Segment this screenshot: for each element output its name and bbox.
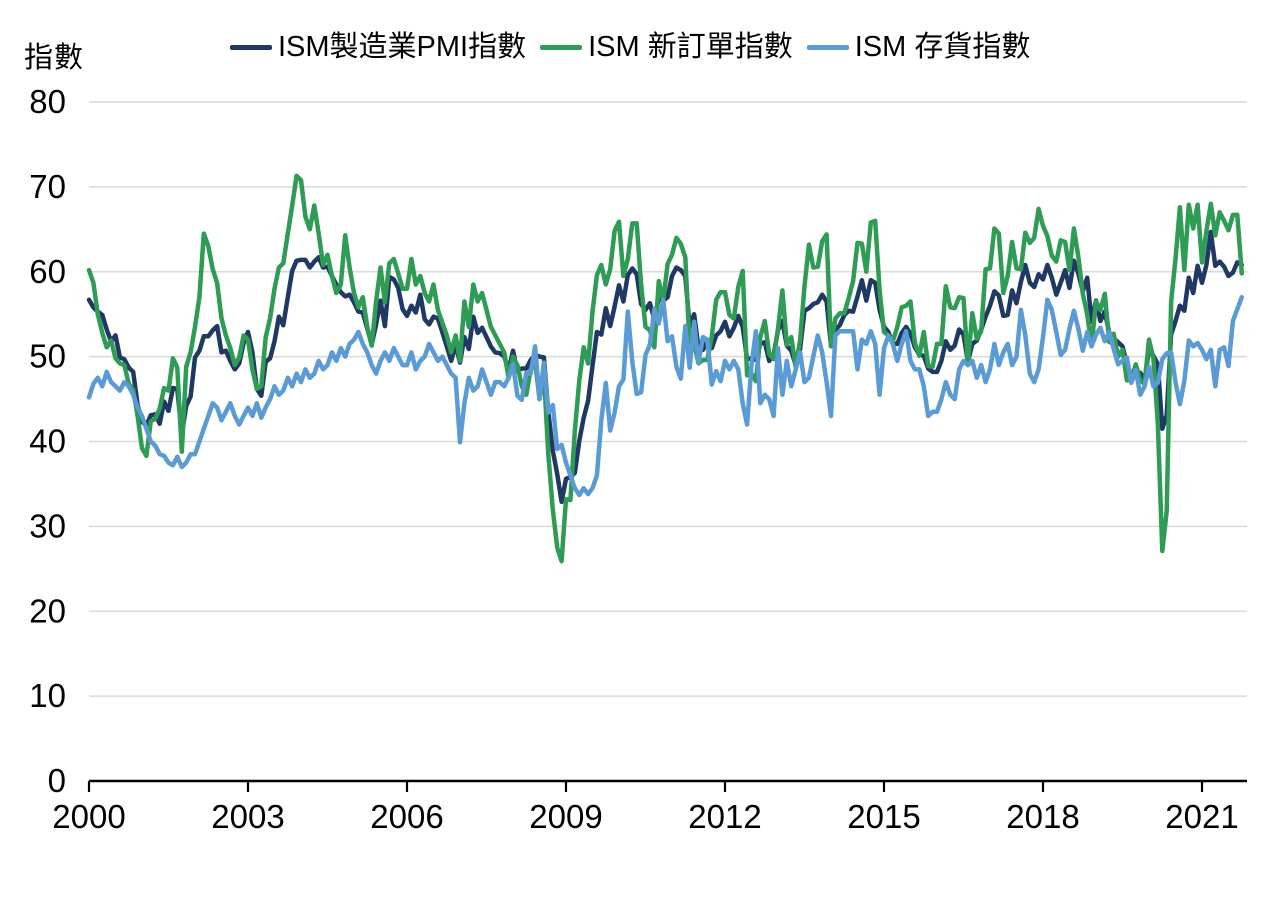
legend-item-inventories: ISM 存貨指數 xyxy=(806,30,1031,64)
series-line-2 xyxy=(86,294,1245,498)
x-tick-label-2003: 2003 xyxy=(211,798,284,835)
y-tick-label-30: 30 xyxy=(29,507,66,544)
legend-swatch-inventories-icon xyxy=(806,44,849,50)
y-tick-label-20: 20 xyxy=(29,592,66,629)
legend-swatch-new-orders-icon xyxy=(540,44,583,50)
x-tick-label-2012: 2012 xyxy=(688,798,761,835)
legend: ISM製造業PMI指數 ISM 新訂單指數 ISM 存貨指數 xyxy=(230,30,1030,64)
y-tick-label-0: 0 xyxy=(48,762,66,799)
x-tick-label-2015: 2015 xyxy=(847,798,920,835)
x-tick-label-2021: 2021 xyxy=(1165,798,1238,835)
legend-item-pmi: ISM製造業PMI指數 xyxy=(230,30,526,64)
y-tick-label-70: 70 xyxy=(29,168,66,205)
x-tick-label-2006: 2006 xyxy=(370,798,443,835)
legend-swatch-pmi-icon xyxy=(230,44,272,50)
y-tick-label-50: 50 xyxy=(29,338,66,375)
y-tick-label-40: 40 xyxy=(29,423,66,460)
legend-item-new-orders: ISM 新訂單指數 xyxy=(540,30,793,64)
y-tick-label-60: 60 xyxy=(29,253,66,290)
y-tick-label-80: 80 xyxy=(29,83,66,120)
y-axis-title: 指數 xyxy=(24,42,85,74)
x-tick-label-2009: 2009 xyxy=(529,798,602,835)
x-tick-label-2018: 2018 xyxy=(1006,798,1079,835)
legend-label-pmi: ISM製造業PMI指數 xyxy=(278,31,527,63)
legend-label-new-orders: ISM 新訂單指數 xyxy=(588,31,793,63)
y-tick-label-10: 10 xyxy=(29,677,66,714)
legend-label-inventories: ISM 存貨指數 xyxy=(854,31,1031,63)
x-tick-label-2000: 2000 xyxy=(52,798,125,835)
series-line-1 xyxy=(86,173,1245,564)
